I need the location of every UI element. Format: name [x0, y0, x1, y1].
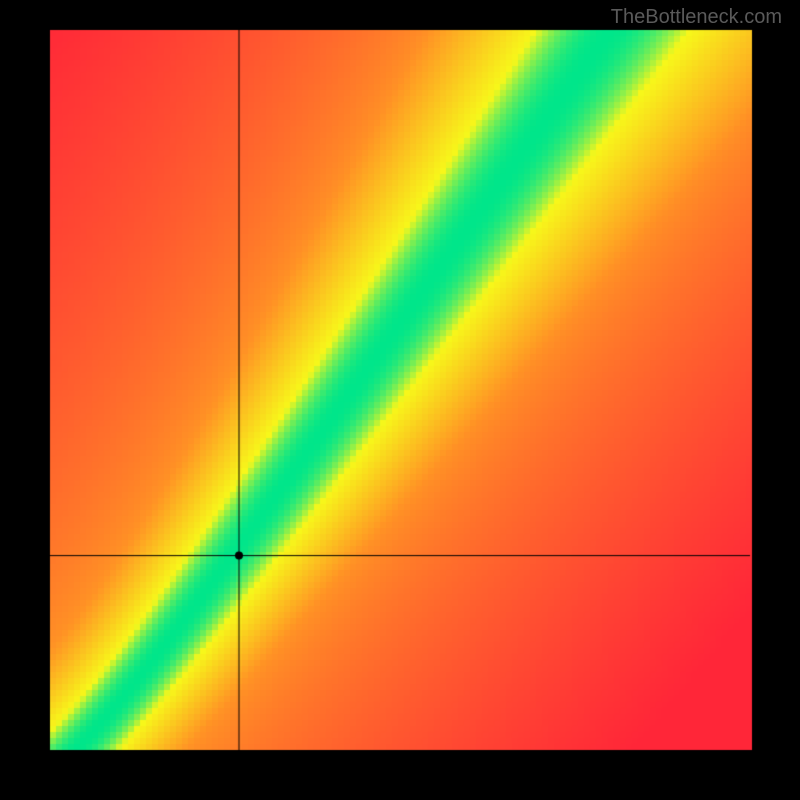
watermark-text: TheBottleneck.com [611, 6, 782, 29]
chart-container: TheBottleneck.com [0, 0, 800, 800]
bottleneck-heatmap [0, 0, 800, 800]
